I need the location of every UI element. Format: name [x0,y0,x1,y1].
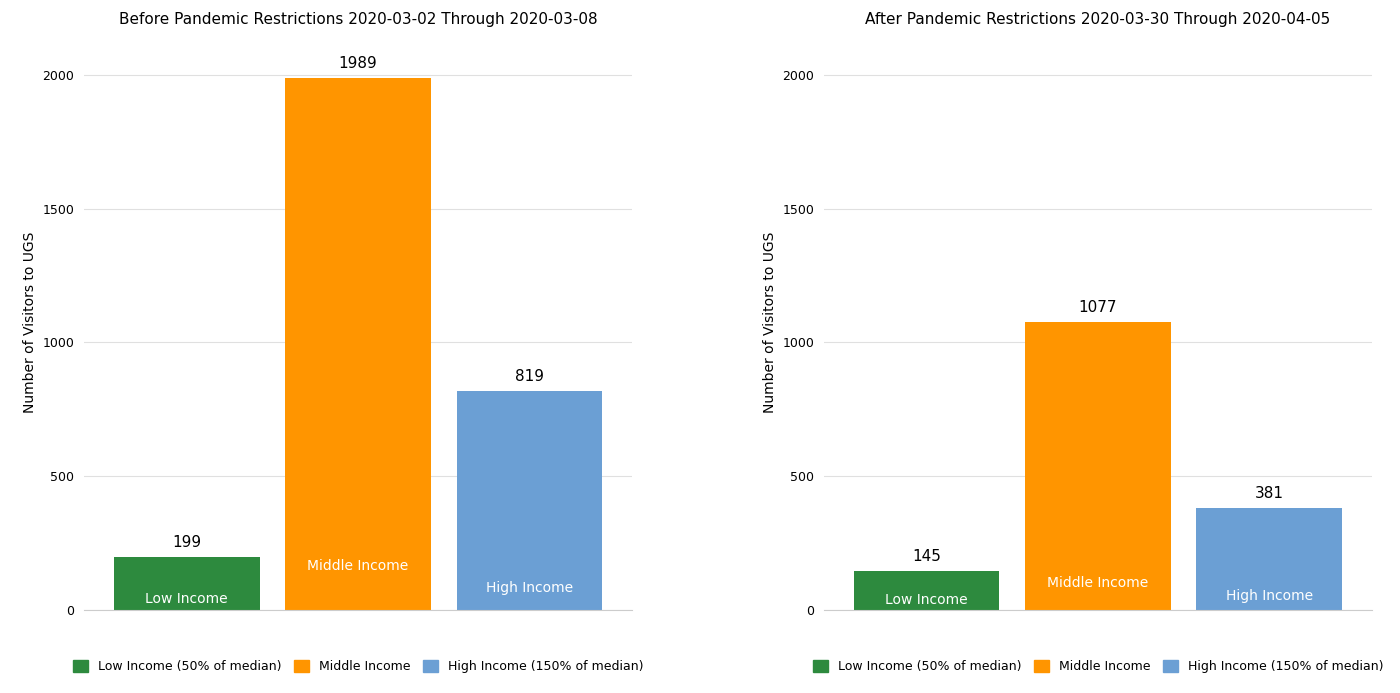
Text: Low Income: Low Income [146,592,228,606]
Title: After Pandemic Restrictions 2020-03-30 Through 2020-04-05: After Pandemic Restrictions 2020-03-30 T… [865,12,1330,26]
Text: 145: 145 [913,550,941,564]
Legend: Low Income (50% of median), Middle Income, High Income (150% of median): Low Income (50% of median), Middle Incom… [67,656,648,678]
Y-axis label: Number of Visitors to UGS: Number of Visitors to UGS [22,231,36,413]
Bar [1025,322,1170,610]
Text: 1077: 1077 [1079,300,1117,315]
Legend: Low Income (50% of median), Middle Income, High Income (150% of median): Low Income (50% of median), Middle Incom… [808,656,1389,678]
Text: 199: 199 [172,535,202,550]
Text: Middle Income: Middle Income [1047,576,1148,590]
Bar [286,78,431,610]
Text: Middle Income: Middle Income [308,559,409,572]
Text: High Income: High Income [1225,589,1313,603]
Y-axis label: Number of Visitors to UGS: Number of Visitors to UGS [763,231,777,413]
Bar [456,391,602,610]
Text: 381: 381 [1254,486,1284,501]
Text: High Income: High Income [486,581,573,595]
Bar [854,571,1000,610]
Text: 819: 819 [515,369,543,384]
Title: Before Pandemic Restrictions 2020-03-02 Through 2020-03-08: Before Pandemic Restrictions 2020-03-02 … [119,12,598,26]
Text: Low Income: Low Income [885,593,967,607]
Bar [1197,508,1343,610]
Bar [113,556,259,610]
Text: 1989: 1989 [339,56,378,71]
